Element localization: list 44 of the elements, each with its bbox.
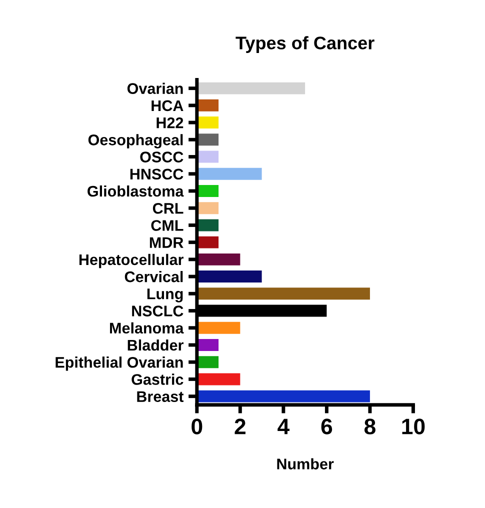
y-tick-label: Hepatocellular	[79, 254, 184, 268]
chart-title: Types of Cancer	[236, 36, 374, 53]
bar	[196, 338, 219, 351]
bar	[196, 116, 219, 129]
y-tick-label: Epithelial Ovarian	[56, 356, 183, 371]
bar	[196, 168, 262, 180]
bar	[196, 236, 219, 248]
bar	[196, 288, 370, 300]
y-tick-label: H22	[156, 117, 184, 128]
bar	[196, 356, 219, 368]
x-tick-label: 2	[234, 418, 246, 434]
y-tick-label: CML	[151, 220, 184, 231]
y-tick-label: Breast	[137, 391, 184, 402]
y-tick-label: Cervical	[124, 271, 183, 282]
bar	[196, 219, 219, 232]
y-tick-label: NSCLC	[132, 306, 184, 316]
bar	[196, 390, 370, 402]
x-tick-label: 8	[364, 418, 376, 434]
x-tick-label: 4	[278, 418, 290, 434]
x-tick-label: 0	[192, 418, 202, 434]
y-tick-label: Oesophageal	[88, 134, 183, 148]
bar	[196, 82, 306, 94]
y-tick-label: OSCC	[140, 152, 184, 162]
y-tick-label: Ovarian	[127, 82, 183, 94]
bar	[196, 322, 240, 334]
x-tick-label: 6	[321, 418, 332, 434]
bar	[196, 202, 219, 214]
x-tick-label: 10	[402, 418, 425, 434]
bar	[196, 184, 219, 197]
y-tick-label: CRL	[152, 202, 184, 214]
y-tick-label: Bladder	[128, 339, 184, 351]
bar	[196, 373, 240, 386]
y-tick-label: MDR	[150, 237, 184, 248]
y-tick-label: Melanoma	[110, 322, 184, 334]
bar	[196, 253, 240, 266]
y-tick-label: Lung	[147, 288, 183, 302]
bar	[196, 134, 219, 146]
bar	[196, 270, 262, 283]
y-tick-label: Glioblastoma	[88, 185, 184, 197]
y-tick-label: Gastric	[132, 374, 184, 385]
y-tick-label: HNSCC	[130, 168, 184, 180]
bar	[196, 99, 219, 112]
x-axis-title: Number	[277, 458, 334, 470]
y-tick-label: HCA	[152, 100, 184, 112]
